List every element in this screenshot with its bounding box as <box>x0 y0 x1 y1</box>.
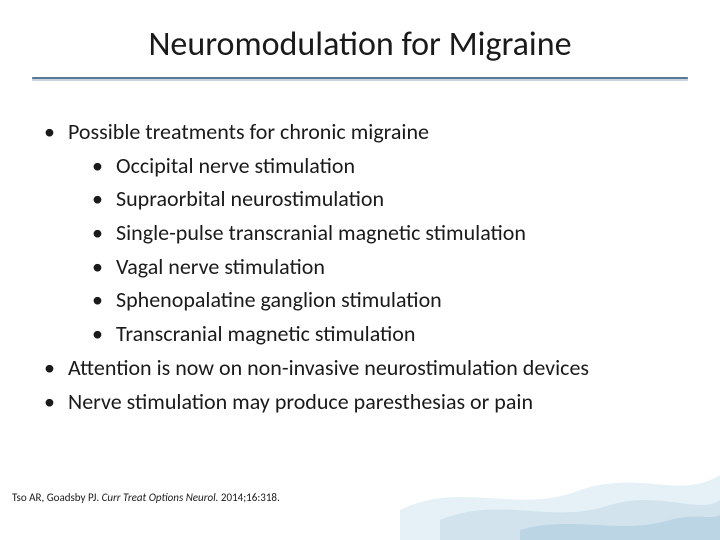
bullet-outer-3: Nerve stimulation may produce paresthesi… <box>44 387 688 417</box>
bullet-inner-4: Vagal nerve stimulation <box>92 252 688 282</box>
citation-prefix: Tso AR, Goadsby PJ. <box>12 491 102 504</box>
content-area: Possible treatments for chronic migraine… <box>32 117 688 416</box>
bullet-outer-1: Possible treatments for chronic migraine… <box>44 117 688 349</box>
slide-title: Neuromodulation for Migraine <box>32 24 688 65</box>
bullet-inner-3: Single-pulse transcranial magnetic stimu… <box>92 218 688 248</box>
inner-list: Occipital nerve stimulation Supraorbital… <box>92 151 688 349</box>
title-underline <box>32 77 688 81</box>
bullet-inner-1: Occipital nerve stimulation <box>92 151 688 181</box>
outer-list: Possible treatments for chronic migraine… <box>44 117 688 416</box>
citation: Tso AR, Goadsby PJ. Curr Treat Options N… <box>12 491 280 504</box>
bullet-inner-5: Sphenopalatine ganglion stimulation <box>92 285 688 315</box>
slide: Neuromodulation for Migraine Possible tr… <box>0 0 720 540</box>
citation-italic: Curr Treat Options Neurol. <box>102 491 219 504</box>
bullet-inner-2: Supraorbital neurostimulation <box>92 184 688 214</box>
bullet-inner-6: Transcranial magnetic stimulation <box>92 319 688 349</box>
bullet-outer-1-text: Possible treatments for chronic migraine <box>68 118 429 145</box>
bullet-outer-2: Attention is now on non-invasive neurost… <box>44 353 688 383</box>
background-accent <box>400 420 720 540</box>
citation-suffix: 2014;16:318. <box>218 491 279 504</box>
